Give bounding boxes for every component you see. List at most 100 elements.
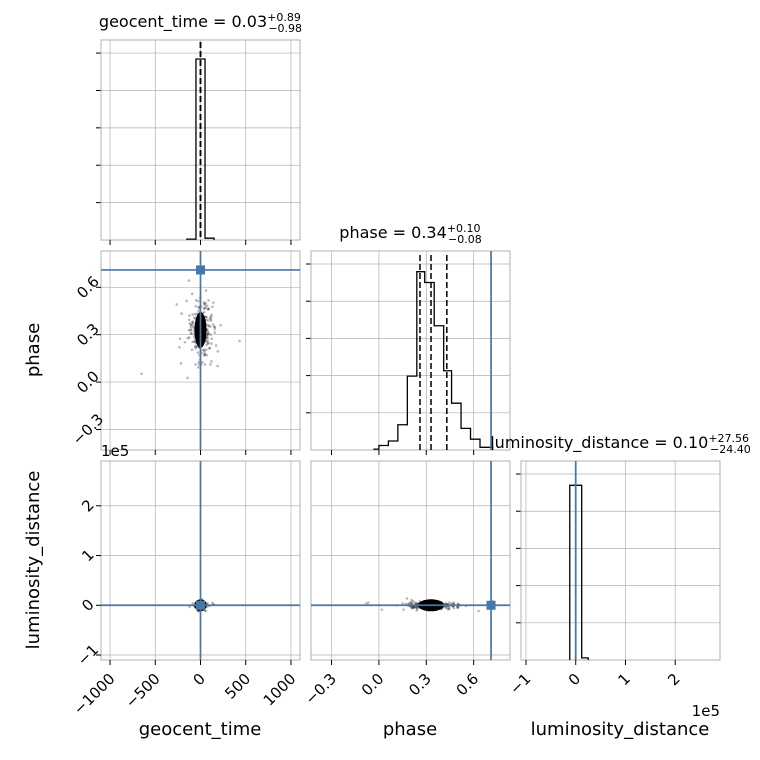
xtick-label-luminosity_distance-3: 2 xyxy=(664,670,683,689)
panel-geocent_time-vs-phase-point xyxy=(206,324,210,327)
panel-geocent_time-vs-phase-point xyxy=(175,303,179,306)
panel-geocent_time-vs-phase-point xyxy=(194,305,198,308)
panel-geocent_time-vs-phase-point xyxy=(192,325,195,328)
panel-phase-vs-luminosity_distance-point xyxy=(413,602,417,605)
title-main: geocent_time = 0.03 xyxy=(99,12,267,32)
panel-phase-vs-luminosity_distance-point xyxy=(411,606,415,610)
panel-geocent_time-vs-phase-point xyxy=(189,328,192,332)
panel-luminosity_distance-hist-frame xyxy=(520,460,721,661)
title-plus: +0.89 xyxy=(267,11,301,24)
panel-geocent_time-vs-phase-point xyxy=(202,301,206,304)
title-plus: +27.56 xyxy=(708,432,749,445)
xtick-label-geocent_time-0: −1000 xyxy=(70,670,119,719)
panel-geocent_time-vs-phase-point xyxy=(205,304,209,308)
panel-phase-vs-luminosity_distance-point xyxy=(414,605,417,609)
panel-geocent_time-vs-phase-point xyxy=(190,332,194,335)
panel-geocent_time-vs-luminosity_distance-point xyxy=(188,605,191,609)
panel-geocent_time-vs-phase-point xyxy=(202,306,206,310)
panel-geocent_time-vs-luminosity_distance-point xyxy=(206,601,209,605)
panel-geocent_time-vs-phase-point xyxy=(183,340,187,344)
panel-phase-vs-luminosity_distance-point xyxy=(456,606,459,609)
panel-phase-vs-luminosity_distance-point xyxy=(445,606,448,610)
panel-geocent_time-vs-phase-point xyxy=(209,363,212,366)
panel-luminosity_distance-hist-histogram xyxy=(569,484,589,660)
panel-geocent_time-vs-phase-point xyxy=(203,303,207,307)
panel-geocent_time-vs-phase-point xyxy=(197,299,200,303)
ytick-label-phase-3: 0.6 xyxy=(73,273,103,303)
panel-geocent_time-vs-phase-point xyxy=(210,337,213,341)
panel-geocent_time-vs-luminosity_distance-point xyxy=(204,609,207,613)
panel-phase-vs-luminosity_distance-point xyxy=(448,601,451,604)
panel-geocent_time-vs-phase-point xyxy=(213,331,217,334)
x-offset-label: 1e5 xyxy=(692,702,720,720)
panel-geocent_time-vs-phase-point xyxy=(193,313,197,316)
panel-geocent_time-vs-phase-point xyxy=(203,350,206,354)
panel-phase-vs-luminosity_distance-point xyxy=(366,601,370,604)
panel-phase-vs-luminosity_distance-point xyxy=(410,598,413,602)
panel-phase-vs-luminosity_distance-point xyxy=(452,606,456,610)
panel-geocent_time-vs-phase-point xyxy=(214,344,218,347)
panel-geocent_time-vs-phase-point xyxy=(203,307,206,310)
panel-geocent_time-vs-luminosity_distance-point xyxy=(211,601,214,605)
panel-phase-vs-luminosity_distance-point xyxy=(410,601,413,605)
panel-geocent_time-vs-phase-point xyxy=(205,348,208,351)
panel-geocent_time-vs-phase-point xyxy=(209,317,212,321)
xtick-label-luminosity_distance-1: 0 xyxy=(565,670,584,689)
panel-geocent_time-vs-phase-point xyxy=(209,333,212,336)
panel-geocent_time-vs-phase-point xyxy=(203,353,207,356)
panel-geocent_time-vs-phase-point xyxy=(187,318,191,322)
panel-geocent_time-vs-phase-point xyxy=(205,315,208,319)
panel-phase-vs-luminosity_distance-point xyxy=(415,607,419,611)
panel-geocent_time-vs-phase-point xyxy=(204,301,207,305)
panel-phase-vs-luminosity_distance-point xyxy=(380,608,384,611)
xtick-label-phase-3: 0.6 xyxy=(453,670,483,700)
panel-geocent_time-vs-phase-point xyxy=(197,309,200,313)
panel-geocent_time-vs-phase-point xyxy=(204,289,208,292)
panel-phase-vs-luminosity_distance-point xyxy=(410,606,414,610)
panel-phase-vs-luminosity_distance-point xyxy=(456,606,460,609)
panel-geocent_time-vs-phase-point xyxy=(216,350,220,353)
title-minus: −24.40 xyxy=(710,443,751,456)
panel-geocent_time-vs-phase-point xyxy=(204,315,208,319)
xtick-label-luminosity_distance-0: −1 xyxy=(506,670,534,698)
panel-geocent_time-vs-phase-point xyxy=(213,327,217,331)
panel-geocent_time-vs-phase-point xyxy=(188,336,191,339)
mark-layer xyxy=(101,42,589,660)
panel-geocent_time-vs-phase-point xyxy=(216,364,219,368)
panel-phase-vs-luminosity_distance-point xyxy=(448,607,451,611)
panel-phase-vs-luminosity_distance-point xyxy=(446,608,450,611)
title-main: luminosity_distance = 0.10 xyxy=(490,433,708,453)
panel-geocent_time-vs-phase-point xyxy=(188,322,192,325)
panel-geocent_time-vs-phase-point xyxy=(187,329,191,332)
panel-phase-vs-luminosity_distance-point xyxy=(405,597,409,600)
panel-geocent_time-vs-phase-point xyxy=(208,346,212,350)
title-phase: phase = 0.34+0.10 −0.08 xyxy=(339,222,481,246)
panel-phase-vs-luminosity_distance-point xyxy=(364,602,368,605)
ylabel-luminosity_distance: luminosity_distance xyxy=(23,471,44,650)
ytick-label-luminosity_distance-1: 0 xyxy=(78,596,97,615)
panel-phase-hist-frame xyxy=(310,250,511,451)
panel-geocent_time-vs-phase-point xyxy=(203,302,206,306)
panel-geocent_time-vs-luminosity_distance-point xyxy=(191,601,195,605)
panel-phase-hist-histogram xyxy=(373,271,494,450)
panel-geocent_time-vs-phase-point xyxy=(209,315,213,318)
panel-phase-vs-luminosity_distance-point xyxy=(414,605,418,609)
xtick-label-geocent_time-4: 1000 xyxy=(260,670,300,710)
y-offset-label: 1e5 xyxy=(101,442,129,460)
panel-geocent_time-vs-phase-point xyxy=(203,363,207,366)
panel-geocent_time-vs-phase-point xyxy=(203,310,206,314)
panel-geocent_time-vs-phase-point xyxy=(197,366,200,369)
title-minus: −0.98 xyxy=(268,22,302,35)
panel-geocent_time-vs-phase-point xyxy=(189,323,193,326)
panel-geocent_time-vs-phase-point xyxy=(189,332,193,335)
panel-geocent_time-vs-phase-point xyxy=(206,332,210,336)
panel-geocent_time-vs-phase-point xyxy=(206,319,210,322)
ytick-label-phase-1: 0.0 xyxy=(73,367,103,397)
panel-geocent_time-vs-phase-point xyxy=(194,347,197,350)
panel-phase-vs-luminosity_distance-point xyxy=(414,601,417,605)
panel-geocent_time-vs-phase-point xyxy=(178,337,182,341)
panel-phase-vs-luminosity_distance-truth-point xyxy=(486,600,496,610)
panel-phase-vs-luminosity_distance-point xyxy=(456,605,460,609)
panel-phase-vs-luminosity_distance-point xyxy=(402,608,405,611)
